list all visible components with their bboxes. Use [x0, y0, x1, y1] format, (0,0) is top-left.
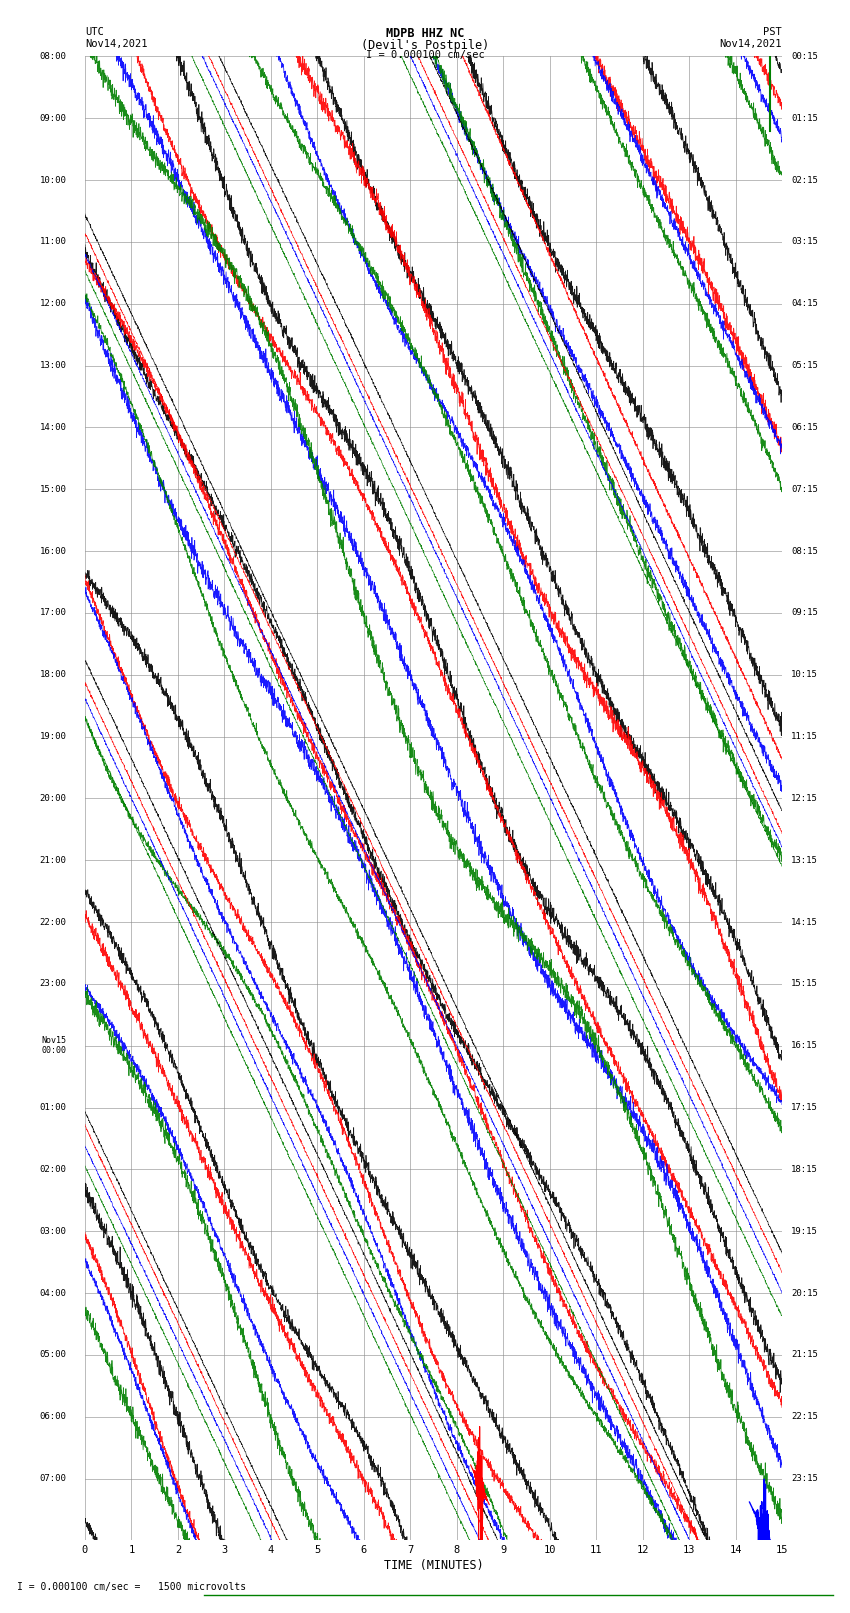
Text: 23:15: 23:15 — [791, 1474, 819, 1482]
Text: 13:15: 13:15 — [791, 857, 819, 865]
Text: (Devil's Postpile): (Devil's Postpile) — [361, 39, 489, 52]
Text: 17:00: 17:00 — [40, 608, 66, 618]
Text: 10:15: 10:15 — [791, 671, 819, 679]
Text: I = 0.000100 cm/sec: I = 0.000100 cm/sec — [366, 50, 484, 60]
Text: 16:15: 16:15 — [791, 1042, 819, 1050]
Text: 07:15: 07:15 — [791, 486, 819, 494]
Text: 03:15: 03:15 — [791, 237, 819, 247]
Text: 08:00: 08:00 — [40, 52, 66, 61]
Text: 10:00: 10:00 — [40, 176, 66, 184]
Text: 06:15: 06:15 — [791, 423, 819, 432]
Text: 04:00: 04:00 — [40, 1289, 66, 1297]
Text: 19:00: 19:00 — [40, 732, 66, 740]
Text: 17:15: 17:15 — [791, 1103, 819, 1111]
Text: 14:00: 14:00 — [40, 423, 66, 432]
Text: 12:15: 12:15 — [791, 794, 819, 803]
Text: 04:15: 04:15 — [791, 300, 819, 308]
Text: 19:15: 19:15 — [791, 1227, 819, 1236]
Text: 01:15: 01:15 — [791, 115, 819, 123]
Text: 15:00: 15:00 — [40, 486, 66, 494]
Text: 02:15: 02:15 — [791, 176, 819, 184]
Text: 16:00: 16:00 — [40, 547, 66, 555]
Text: 21:15: 21:15 — [791, 1350, 819, 1360]
Text: 07:00: 07:00 — [40, 1474, 66, 1482]
Text: 18:00: 18:00 — [40, 671, 66, 679]
Text: MDPB HHZ NC: MDPB HHZ NC — [386, 27, 464, 40]
Text: 05:15: 05:15 — [791, 361, 819, 369]
Text: 11:15: 11:15 — [791, 732, 819, 740]
Text: 09:00: 09:00 — [40, 115, 66, 123]
Text: PST: PST — [763, 27, 782, 37]
Text: 00:15: 00:15 — [791, 52, 819, 61]
Text: 03:00: 03:00 — [40, 1227, 66, 1236]
Text: 08:15: 08:15 — [791, 547, 819, 555]
Text: 23:00: 23:00 — [40, 979, 66, 989]
Text: 22:15: 22:15 — [791, 1413, 819, 1421]
Text: 20:00: 20:00 — [40, 794, 66, 803]
Text: 14:15: 14:15 — [791, 918, 819, 926]
Text: Nov14,2021: Nov14,2021 — [719, 39, 782, 48]
Text: 11:00: 11:00 — [40, 237, 66, 247]
Text: 05:00: 05:00 — [40, 1350, 66, 1360]
Text: 20:15: 20:15 — [791, 1289, 819, 1297]
Text: 15:15: 15:15 — [791, 979, 819, 989]
Text: 18:15: 18:15 — [791, 1165, 819, 1174]
Text: 02:00: 02:00 — [40, 1165, 66, 1174]
Text: Nov15
00:00: Nov15 00:00 — [42, 1036, 66, 1055]
Text: I = 0.000100 cm/sec =   1500 microvolts: I = 0.000100 cm/sec = 1500 microvolts — [17, 1582, 246, 1592]
Text: 13:00: 13:00 — [40, 361, 66, 369]
X-axis label: TIME (MINUTES): TIME (MINUTES) — [383, 1560, 484, 1573]
Text: 22:00: 22:00 — [40, 918, 66, 926]
Text: 09:15: 09:15 — [791, 608, 819, 618]
Text: 12:00: 12:00 — [40, 300, 66, 308]
Text: Nov14,2021: Nov14,2021 — [85, 39, 148, 48]
Text: 01:00: 01:00 — [40, 1103, 66, 1111]
Text: UTC: UTC — [85, 27, 104, 37]
Text: 06:00: 06:00 — [40, 1413, 66, 1421]
Text: 21:00: 21:00 — [40, 857, 66, 865]
